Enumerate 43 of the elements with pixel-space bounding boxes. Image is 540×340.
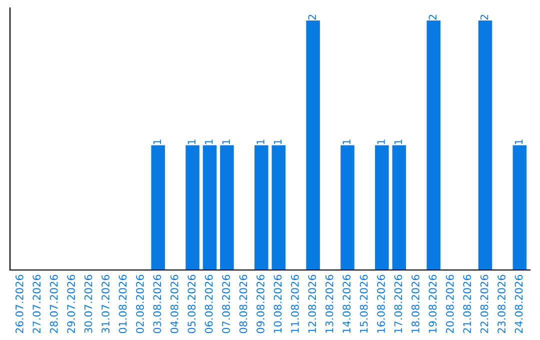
data-label: 1 bbox=[377, 140, 385, 144]
x-tick-label: 11.08.2026 bbox=[290, 274, 299, 333]
x-tick-label: 29.07.2026 bbox=[67, 274, 76, 334]
data-label: 2 bbox=[428, 14, 436, 20]
x-tick-label: 17.08.2026 bbox=[394, 274, 402, 333]
x-tick-label: 28.07.2026 bbox=[50, 274, 58, 334]
x-tick-label: 01.08.2026 bbox=[118, 274, 127, 334]
x-tick-label: 26.07.2026 bbox=[15, 274, 24, 334]
x-tick-label: 03.08.2026 bbox=[153, 274, 162, 334]
x-tick-label: 18.08.2026 bbox=[412, 274, 420, 333]
x-tick-label: 10.08.2026 bbox=[274, 274, 282, 333]
x-tick-label: 14.08.2026 bbox=[342, 274, 351, 333]
x-tick-label: 24.08.2026 bbox=[514, 274, 523, 334]
data-label: 1 bbox=[394, 140, 402, 144]
x-tick-label: 15.08.2026 bbox=[360, 274, 368, 333]
data-label: 1 bbox=[256, 140, 264, 144]
x-tick-label: 23.08.2026 bbox=[498, 274, 506, 334]
data-label: 1 bbox=[205, 140, 213, 144]
x-tick-label: 04.08.2026 bbox=[170, 274, 178, 334]
x-tick-label: 27.07.2026 bbox=[32, 274, 41, 334]
x-tick-label: 30.07.2026 bbox=[84, 274, 92, 334]
x-tick-label: 16.08.2026 bbox=[377, 274, 385, 333]
x-tick-label: 19.08.2026 bbox=[428, 274, 437, 333]
x-tick-label: 07.08.2026 bbox=[222, 274, 230, 334]
data-label: 1 bbox=[153, 140, 161, 144]
x-tick-label: 13.08.2026 bbox=[325, 274, 334, 333]
x-tick-label: 22.08.2026 bbox=[480, 274, 488, 334]
data-label: 1 bbox=[514, 140, 523, 144]
data-label: 1 bbox=[188, 140, 196, 144]
x-tick-label: 31.07.2026 bbox=[102, 274, 110, 334]
x-tick-label: 05.08.2026 bbox=[188, 274, 196, 334]
x-tick-label: 09.08.2026 bbox=[256, 274, 264, 334]
data-label: 1 bbox=[222, 140, 230, 144]
data-label: 1 bbox=[274, 140, 282, 144]
data-label: 2 bbox=[308, 14, 316, 20]
x-tick-label: 21.08.2026 bbox=[463, 274, 472, 334]
x-tick-label: 06.08.2026 bbox=[204, 274, 213, 334]
x-tick-label: 20.08.2026 bbox=[446, 274, 454, 334]
data-label: 2 bbox=[480, 14, 488, 20]
x-tick-label: 12.08.2026 bbox=[308, 274, 316, 333]
data-label: 1 bbox=[342, 140, 350, 144]
x-tick-label: 08.08.2026 bbox=[239, 274, 248, 334]
x-tick-label: 02.08.2026 bbox=[136, 274, 144, 334]
